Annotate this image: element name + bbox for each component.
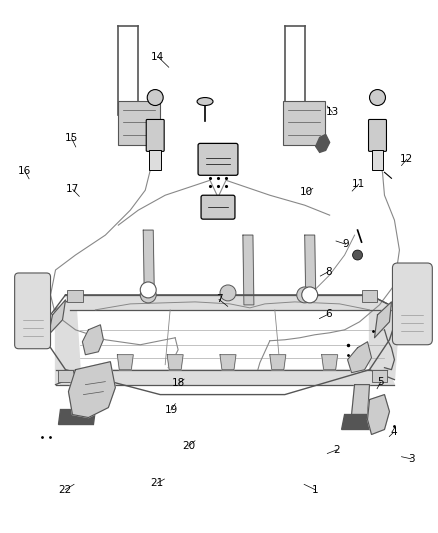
FancyBboxPatch shape	[14, 273, 50, 349]
FancyBboxPatch shape	[283, 101, 325, 146]
Text: 21: 21	[150, 478, 164, 488]
Polygon shape	[59, 409, 95, 424]
FancyBboxPatch shape	[371, 150, 384, 171]
Polygon shape	[370, 295, 399, 379]
Polygon shape	[72, 385, 90, 409]
FancyBboxPatch shape	[392, 263, 432, 345]
Text: 1: 1	[312, 484, 318, 495]
Text: 5: 5	[377, 377, 384, 387]
FancyBboxPatch shape	[67, 290, 83, 302]
Polygon shape	[270, 355, 286, 370]
Circle shape	[140, 282, 156, 298]
Text: 20: 20	[182, 441, 195, 451]
FancyBboxPatch shape	[146, 119, 164, 151]
Text: 13: 13	[326, 108, 339, 117]
Polygon shape	[243, 235, 254, 305]
Polygon shape	[143, 230, 154, 290]
Polygon shape	[117, 355, 133, 370]
Text: 10: 10	[300, 187, 313, 197]
Text: 9: 9	[343, 239, 349, 249]
Text: 11: 11	[352, 179, 365, 189]
FancyBboxPatch shape	[57, 370, 74, 382]
Polygon shape	[321, 355, 338, 370]
Circle shape	[220, 285, 236, 301]
Text: 8: 8	[325, 267, 332, 277]
Polygon shape	[316, 134, 330, 152]
FancyBboxPatch shape	[368, 119, 386, 151]
FancyBboxPatch shape	[361, 290, 378, 302]
Circle shape	[297, 287, 313, 303]
Polygon shape	[220, 355, 236, 370]
Polygon shape	[348, 342, 371, 373]
Text: 15: 15	[65, 133, 78, 143]
Text: 3: 3	[408, 454, 414, 464]
Text: 7: 7	[215, 294, 223, 304]
Circle shape	[147, 90, 163, 106]
Polygon shape	[56, 295, 81, 385]
Polygon shape	[49, 300, 66, 335]
FancyBboxPatch shape	[149, 150, 161, 171]
Polygon shape	[66, 295, 399, 310]
Text: 2: 2	[334, 445, 340, 455]
Text: 19: 19	[164, 405, 177, 415]
Text: 16: 16	[18, 166, 32, 176]
Text: 12: 12	[400, 154, 413, 164]
Polygon shape	[167, 355, 183, 370]
Circle shape	[140, 287, 156, 303]
Ellipse shape	[197, 98, 213, 106]
Circle shape	[353, 250, 363, 260]
Text: 14: 14	[151, 52, 165, 62]
Polygon shape	[374, 302, 392, 338]
Polygon shape	[342, 415, 379, 430]
Text: 22: 22	[59, 484, 72, 495]
FancyBboxPatch shape	[201, 195, 235, 219]
FancyBboxPatch shape	[371, 370, 388, 382]
FancyBboxPatch shape	[198, 143, 238, 175]
Text: 17: 17	[66, 184, 79, 195]
Polygon shape	[352, 385, 370, 415]
FancyBboxPatch shape	[118, 101, 160, 146]
Polygon shape	[68, 362, 115, 417]
Polygon shape	[56, 370, 395, 385]
Polygon shape	[305, 235, 316, 295]
Text: 4: 4	[390, 427, 397, 437]
Polygon shape	[367, 394, 389, 434]
Text: 18: 18	[172, 378, 185, 389]
Polygon shape	[82, 325, 103, 355]
Circle shape	[302, 287, 318, 303]
Text: 6: 6	[325, 309, 332, 319]
Circle shape	[370, 90, 385, 106]
